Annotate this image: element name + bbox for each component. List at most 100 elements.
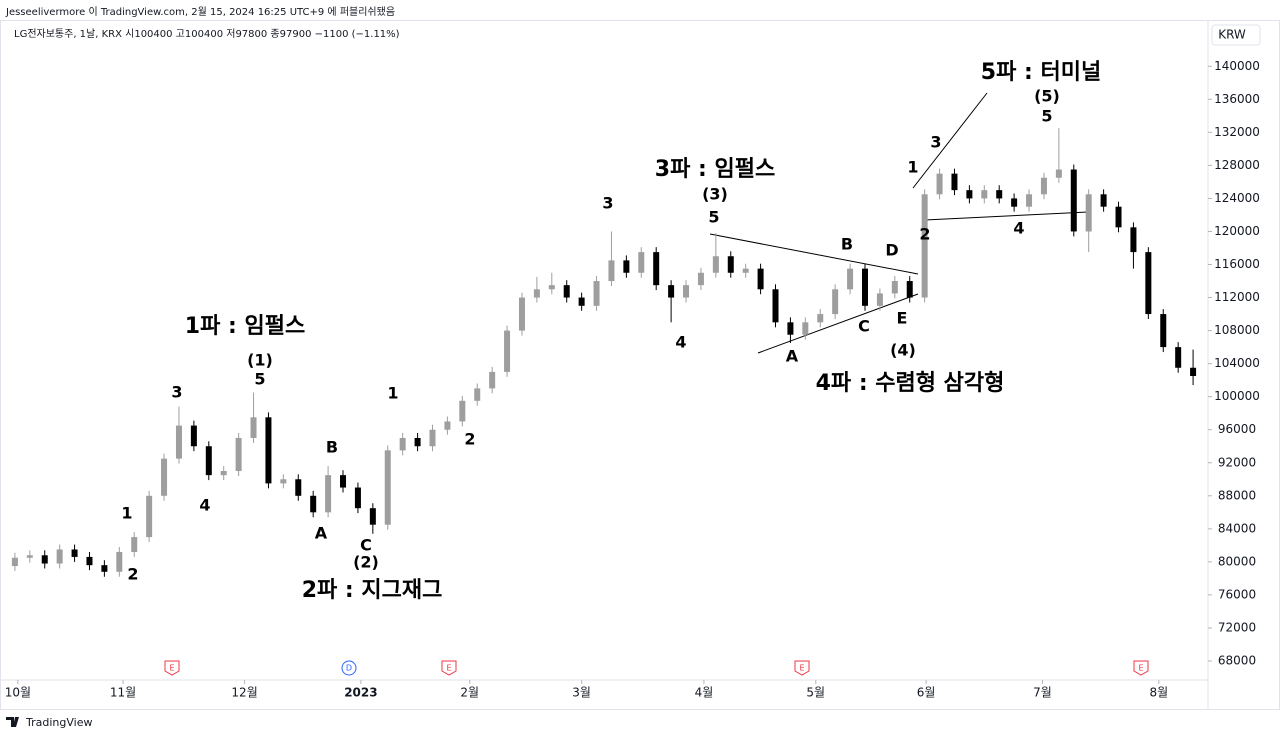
wave-title: 1파 : 임펄스 [185, 314, 305, 339]
wave-label: E [897, 309, 908, 328]
candle-body [1145, 252, 1152, 315]
y-tick-label: 88000 [1218, 488, 1256, 502]
event-badge [441, 660, 457, 676]
candle-body [817, 314, 824, 323]
candle-body [429, 429, 436, 447]
candle-body [578, 297, 585, 306]
x-tick-label: 6월 [917, 686, 936, 700]
wave-label: B [841, 235, 853, 254]
x-tick-label: 2023 [344, 686, 377, 700]
candle-body [668, 285, 675, 298]
x-tick-label: 12월 [231, 686, 257, 700]
wave-title: 3파 : 임펄스 [655, 157, 775, 182]
x-tick-label: 4월 [695, 686, 714, 700]
symbol-info: LG전자보통주, 1날, KRX 시100400 고100400 저97800 … [14, 28, 400, 40]
x-tick-label: 7월 [1033, 686, 1052, 700]
event-label: E [1138, 664, 1143, 673]
y-tick-label: 104000 [1214, 356, 1260, 370]
candle-body [608, 260, 615, 282]
y-tick-label: 116000 [1214, 257, 1260, 271]
candle-body [921, 194, 928, 298]
candle-body [1055, 169, 1062, 178]
header: Jesseelivermore 이 TradingView.com, 2월 15… [5, 6, 395, 18]
event-badge [341, 660, 357, 676]
candle-body [399, 437, 406, 451]
candle-body [802, 322, 809, 335]
event-label: E [799, 664, 804, 673]
y-tick-label: 72000 [1218, 620, 1256, 634]
candle-body [175, 425, 182, 459]
candle-body [1026, 194, 1033, 207]
wave-title: 2파 : 지그재그 [302, 578, 443, 603]
candle-body [861, 268, 868, 306]
candle-body [489, 371, 496, 389]
wave-label: A [315, 524, 328, 543]
candle-body [459, 400, 466, 422]
event-label: E [169, 664, 174, 673]
candle-body [847, 268, 854, 290]
candle-body [11, 557, 18, 567]
y-tick-label: 140000 [1214, 59, 1260, 73]
candle-body [638, 252, 645, 273]
x-tick-label: 3월 [572, 686, 591, 700]
candle-body [56, 549, 63, 564]
y-tick-label: 80000 [1218, 554, 1256, 568]
candle-body [205, 446, 212, 476]
wave-label: 5 [254, 370, 265, 389]
wave-title: 4파 : 수렴형 삼각형 [816, 371, 1005, 396]
wave-label: 4 [199, 496, 210, 515]
y-tick-label: 112000 [1214, 290, 1260, 304]
candle-body [250, 417, 257, 438]
candle-body [966, 190, 973, 199]
candle-body [1011, 198, 1018, 207]
candle-body [161, 458, 168, 496]
wave-title: 5파 : 터미널 [981, 60, 1101, 85]
candle-body [1115, 206, 1122, 228]
wave-label: D [885, 241, 898, 260]
event-badge [794, 660, 810, 676]
x-tick-label: 5월 [806, 686, 825, 700]
footer-logo: TradingView [6, 716, 92, 729]
candle-body [891, 281, 898, 294]
y-tick-label: 124000 [1214, 191, 1260, 205]
candle-body [1100, 194, 1107, 207]
y-tick-label: 84000 [1218, 521, 1256, 535]
candle-body [265, 417, 272, 484]
wave-label: B [326, 438, 338, 457]
wave-label: (1) [247, 351, 273, 370]
candle-body [474, 388, 481, 401]
candle-body [1175, 347, 1182, 368]
event-badge [1133, 660, 1149, 676]
candle-body [131, 537, 138, 552]
y-tick-label: 100000 [1214, 389, 1260, 403]
candle-body [325, 475, 332, 513]
wave-label: C [858, 317, 870, 336]
triangle-lower [757, 293, 919, 354]
wave-label: 3 [602, 194, 613, 213]
wedge-upper [912, 92, 988, 189]
candle-body [340, 475, 347, 488]
triangle-upper [709, 233, 919, 275]
wave-label: 2 [127, 565, 138, 584]
candle-body [190, 425, 197, 447]
y-tick-label: 128000 [1214, 158, 1260, 172]
wave-label: 5 [708, 208, 719, 227]
y-tick-label: 120000 [1214, 224, 1260, 238]
event-label: D [346, 664, 352, 673]
wave-label: C [360, 536, 372, 555]
candle-body [742, 268, 749, 273]
candle-body [757, 268, 764, 290]
wave-label: 4 [1013, 219, 1024, 238]
candle-body [996, 190, 1003, 199]
candle-body [220, 471, 227, 476]
candle-body [876, 293, 883, 306]
candle-body [563, 285, 570, 298]
y-tick-label: 68000 [1218, 654, 1256, 668]
x-tick-label: 8월 [1149, 686, 1168, 700]
candle-body [1130, 227, 1137, 253]
candle-body [369, 508, 376, 525]
candle-body [1085, 194, 1092, 232]
event-label: E [446, 664, 451, 673]
